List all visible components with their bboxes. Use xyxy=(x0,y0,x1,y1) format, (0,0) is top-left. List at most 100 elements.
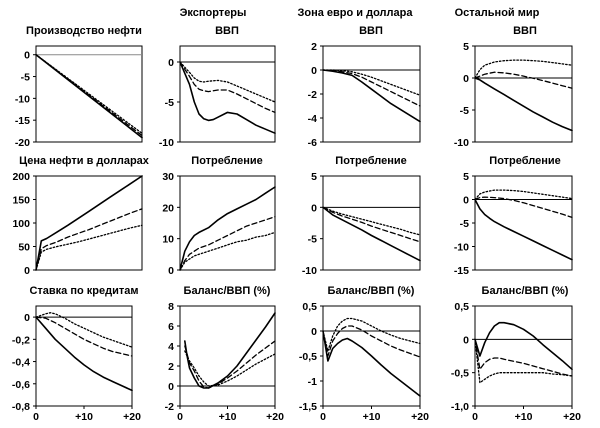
series-line-dotted xyxy=(35,312,133,348)
y-tick-label: 0 xyxy=(24,312,30,324)
x-tick-label: +10 xyxy=(219,411,237,423)
column-header-exporters: Экспортеры xyxy=(180,7,247,19)
panel-euro-dollar-consumption: Потребление 5 0 -5 -10 xyxy=(302,155,421,277)
y-tick-label: -5 xyxy=(165,97,174,109)
series-line-dotted xyxy=(322,206,421,236)
plot-frame xyxy=(179,305,276,407)
y-tick-label: 0 xyxy=(168,381,174,393)
y-tick-label: 5 xyxy=(311,171,317,183)
panel-title: Потребление xyxy=(335,155,406,167)
panel-title: Баланс/ВВП (%) xyxy=(482,285,569,297)
panel-title: Потребление xyxy=(191,155,262,167)
x-tick-label: 0 xyxy=(472,411,478,423)
series-line-solid xyxy=(322,330,421,397)
y-tick-label: 2 xyxy=(168,361,174,373)
series-line-solid xyxy=(474,77,573,132)
y-tick-label: 0 xyxy=(463,195,469,207)
series-line-dashed xyxy=(184,340,276,389)
plot-frame xyxy=(179,175,276,271)
y-tick-label: -1,5 xyxy=(299,401,317,413)
y-tick-label: -0,6 xyxy=(12,379,30,391)
y-tick-label: 0 xyxy=(311,326,317,338)
panel-title: Баланс/ВВП (%) xyxy=(328,285,415,297)
y-tick-label: 0 xyxy=(463,334,469,346)
y-tick-label: -5 xyxy=(460,218,469,230)
y-tick-label: -2 xyxy=(165,401,174,413)
plot-frame xyxy=(474,175,573,271)
panel-title: ВВП xyxy=(359,25,383,37)
plot-frame xyxy=(35,45,143,143)
x-tick-label: +20 xyxy=(123,411,141,423)
series-line-dashed xyxy=(35,54,143,137)
y-tick-label: 0,5 xyxy=(302,301,317,313)
y-tick-label: 0 xyxy=(311,65,317,77)
panel-title: Потребление xyxy=(489,155,560,167)
y-tick-label: -10 xyxy=(302,265,317,277)
plot-frame xyxy=(322,175,421,271)
y-tick-label: -5 xyxy=(460,105,469,117)
y-tick-label: 5 xyxy=(463,41,469,53)
series-line-solid xyxy=(179,186,276,271)
y-tick-label: -15 xyxy=(454,265,469,277)
series-line-dotted xyxy=(35,224,143,271)
series-line-dashed xyxy=(474,71,573,89)
plot-frame xyxy=(179,45,276,143)
panel-title: Баланс/ВВП (%) xyxy=(184,285,271,297)
series-line-dashed xyxy=(474,338,573,377)
panel-rest-consumption: Потребление 5 0 -5 -10 -15 xyxy=(454,155,573,277)
panel-title: ВВП xyxy=(215,25,239,37)
plot-frame xyxy=(322,45,421,143)
x-tick-label: +10 xyxy=(515,411,533,423)
y-tick-label: -6 xyxy=(308,137,317,149)
series-line-solid xyxy=(179,61,276,134)
x-tick-label: 0 xyxy=(177,411,183,423)
series-line-solid xyxy=(322,69,421,123)
plot-frame xyxy=(35,305,133,407)
series-line-dotted xyxy=(474,189,573,201)
series-line-dotted xyxy=(474,59,573,79)
series-line-dashed xyxy=(474,196,573,219)
series-line-dashed xyxy=(322,206,421,243)
series-line-dotted xyxy=(179,231,276,271)
panel-euro-dollar-gdp: ВВП 2 0 -2 -4 -6 xyxy=(308,25,421,149)
y-tick-label: 150 xyxy=(12,195,30,207)
series-line-solid xyxy=(474,321,573,371)
panel-title: ВВП xyxy=(513,25,537,37)
y-tick-label: -15 xyxy=(15,115,30,127)
y-tick-label: -0,5 xyxy=(299,351,317,363)
panel-title: Производство нефти xyxy=(26,25,142,37)
y-tick-label: 0 xyxy=(168,57,174,69)
x-tick-label: +20 xyxy=(411,411,429,423)
plot-frame xyxy=(474,45,573,143)
series-line-dotted xyxy=(35,54,143,134)
column-header-euro-dollar: Зона евро и доллара xyxy=(298,7,414,19)
series-line-dashed xyxy=(322,325,421,358)
y-tick-label: 0 xyxy=(168,265,174,277)
x-tick-label: +10 xyxy=(363,411,381,423)
y-tick-label: 0 xyxy=(24,50,30,62)
y-tick-label: 2 xyxy=(311,41,317,53)
y-tick-label: 30 xyxy=(162,171,174,183)
plot-frame xyxy=(35,175,143,271)
series-line-dotted xyxy=(474,338,573,384)
y-tick-label: -10 xyxy=(15,93,30,105)
y-tick-label: 8 xyxy=(168,301,174,313)
y-tick-label: -0,2 xyxy=(12,334,30,346)
panel-title: Цена нефти в долларах xyxy=(19,155,150,167)
x-tick-label: 0 xyxy=(320,411,326,423)
series-line-solid xyxy=(35,175,143,271)
panel-rest-balance: Баланс/ВВП (%)0,50-0,5-1,00 +10 +20 xyxy=(451,285,581,423)
column-header-rest-of-world: Остальной мир xyxy=(455,7,540,19)
y-tick-label: -0,8 xyxy=(12,401,30,413)
y-tick-label: -4 xyxy=(308,113,317,125)
y-tick-label: -0,5 xyxy=(451,368,469,380)
y-tick-label: 0 xyxy=(463,73,469,85)
series-line-solid xyxy=(35,316,133,392)
series-line-dotted xyxy=(184,350,276,387)
panel-exporters-gdp: ВВП 0 -5 -10 xyxy=(159,25,276,149)
y-tick-label: -1,0 xyxy=(451,401,469,413)
series-line-dashed xyxy=(35,208,143,271)
y-tick-label: 0 xyxy=(311,202,317,214)
